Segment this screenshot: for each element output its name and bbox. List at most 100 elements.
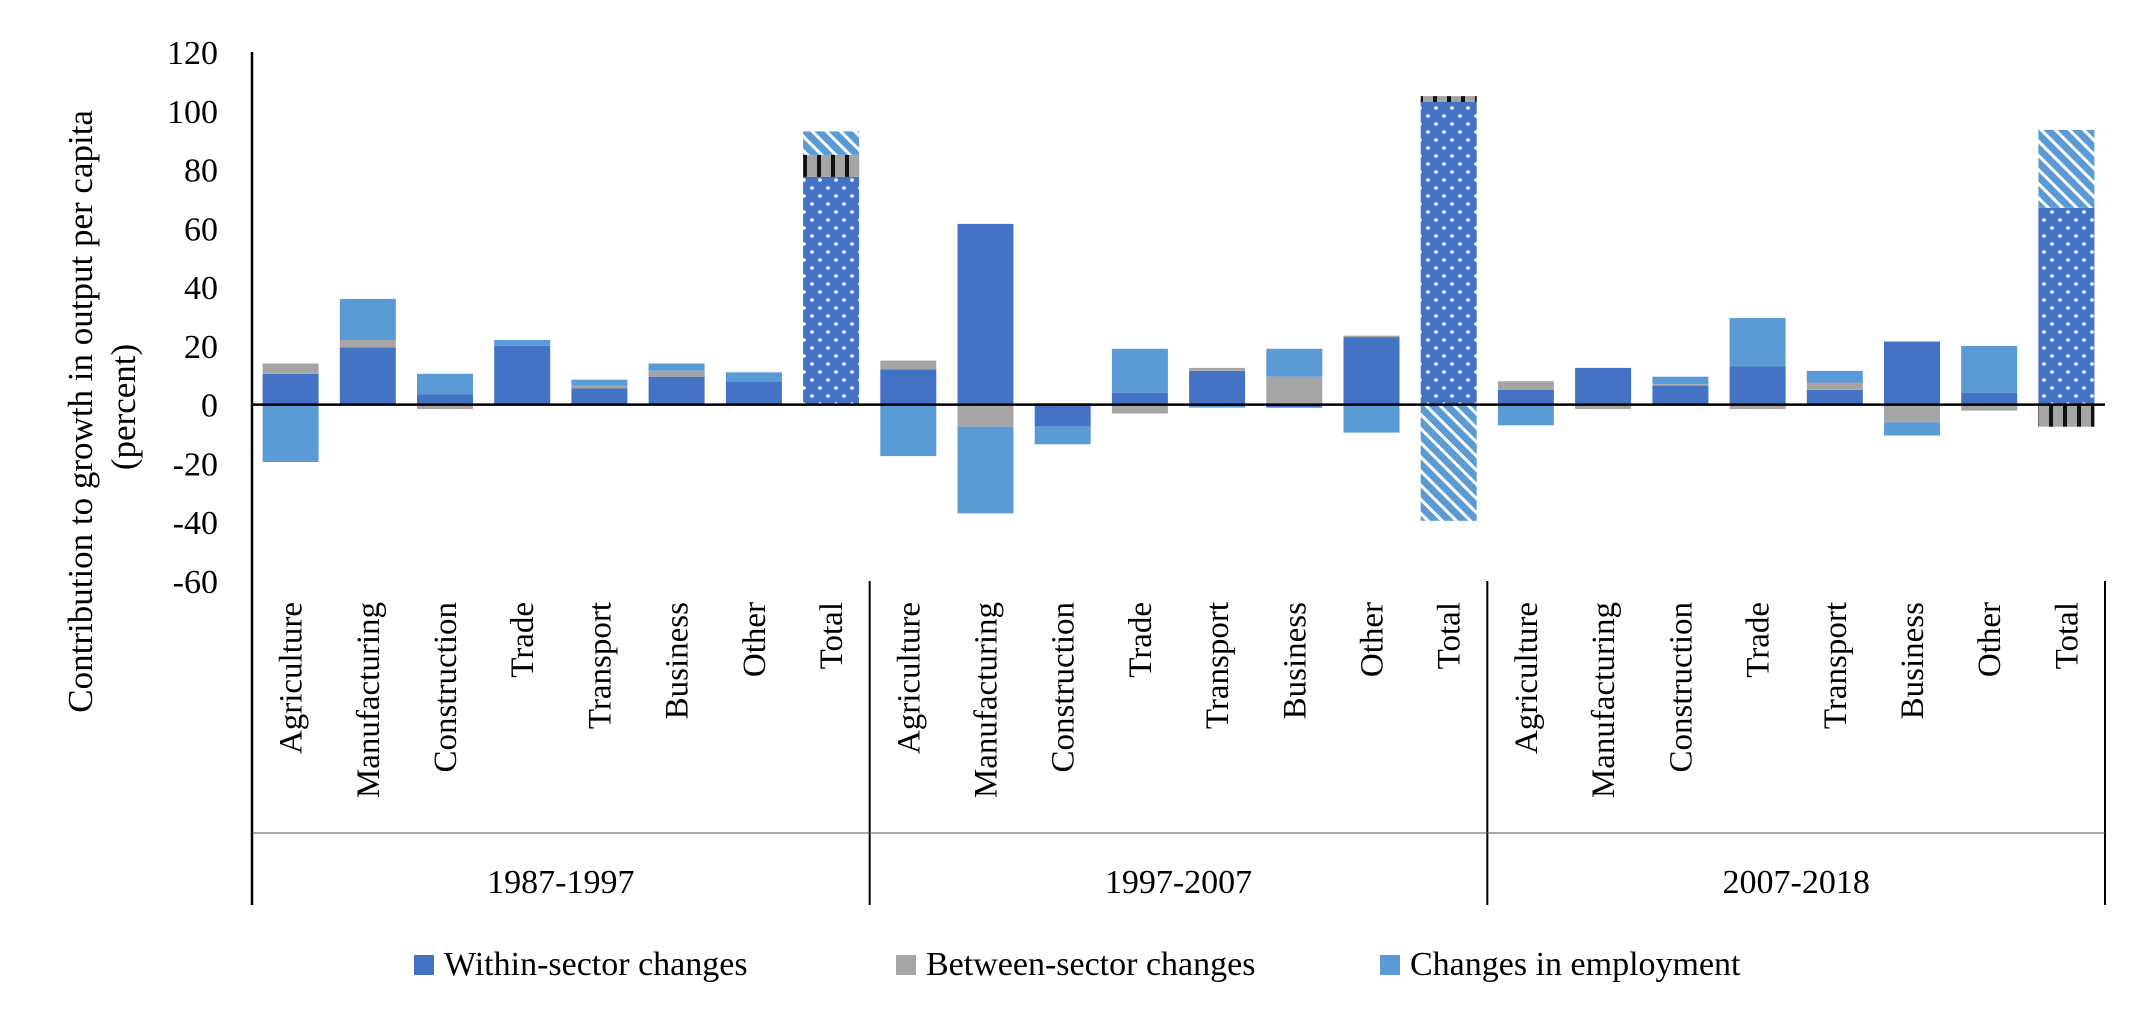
- x-category-label: Transport: [582, 602, 618, 729]
- x-category-label: Transport: [1200, 602, 1236, 729]
- bar-segment: [1729, 404, 1786, 410]
- bar-segment: [880, 404, 937, 457]
- bar-segment: [803, 176, 860, 405]
- x-category-label: Business: [1277, 602, 1313, 719]
- bar-segment: [1189, 367, 1246, 371]
- bar-segment: [262, 373, 319, 405]
- x-category-label: Trade: [1741, 602, 1777, 678]
- x-category-label: Construction: [428, 602, 464, 773]
- bar-segment: [1806, 370, 1863, 383]
- x-category-label: Construction: [1046, 602, 1082, 773]
- x-category-label: Agriculture: [891, 602, 927, 754]
- x-category-label: Manufacturing: [351, 602, 387, 798]
- x-axis-category-labels: Agriculture Manufacturing Construction Trad…: [274, 602, 2086, 798]
- bar-segment: [1652, 384, 1709, 386]
- x-period-label: 2007-2018: [1723, 864, 1870, 901]
- bar-segment: [1266, 376, 1323, 405]
- y-tick-label: 40: [184, 270, 218, 307]
- bar-segment: [1420, 404, 1477, 521]
- x-category-label: Manufacturing: [1586, 602, 1622, 798]
- bar-segment: [571, 379, 628, 386]
- x-category-label: Transport: [1818, 602, 1854, 729]
- bar-segment: [417, 394, 473, 405]
- x-category-label: Total: [2049, 602, 2085, 669]
- bar-segment: [957, 404, 1014, 427]
- bar-segment: [1111, 348, 1168, 393]
- bar-segment: [494, 340, 551, 346]
- bar-segment: [1497, 404, 1554, 426]
- x-category-label: Business: [1895, 602, 1931, 719]
- bar-segment: [1497, 390, 1554, 405]
- y-tick-label: 120: [167, 35, 218, 72]
- bar-segment: [880, 360, 937, 370]
- y-tick-label: 0: [201, 388, 218, 425]
- legend-item: Within-sector changes: [414, 946, 748, 983]
- x-category-label: Agriculture: [274, 602, 310, 754]
- y-tick-label: 100: [167, 94, 218, 131]
- legend: Within-sector changes Between-sector chan…: [414, 946, 1741, 983]
- x-category-label: Total: [1432, 602, 1468, 669]
- bar-segment: [1652, 385, 1709, 405]
- y-tick-label: -60: [173, 564, 218, 601]
- x-category-label: Trade: [505, 602, 541, 678]
- bar-segment: [2038, 129, 2095, 208]
- bar-segment: [1266, 404, 1323, 408]
- legend-item: Between-sector changes: [896, 946, 1255, 983]
- bar-segment: [803, 154, 860, 177]
- x-category-label: Other: [737, 602, 773, 677]
- bar-segment: [1420, 102, 1477, 405]
- bar-segment: [1806, 382, 1863, 390]
- y-tick-label: -20: [173, 446, 218, 483]
- x-category-label: Manufacturing: [969, 602, 1005, 798]
- bar-segment: [880, 369, 937, 405]
- bar-segment: [1884, 341, 1940, 405]
- bar-segment: [571, 388, 628, 405]
- bar-segment: [1420, 96, 1477, 102]
- y-tick-label: 60: [184, 211, 218, 248]
- bar-segment: [339, 347, 396, 405]
- legend-item: Changes in employment: [1380, 946, 1741, 983]
- bar-segment: [1189, 370, 1246, 405]
- legend-swatch: [896, 955, 916, 975]
- y-tick-label: 20: [184, 329, 218, 366]
- x-category-label: Trade: [1123, 602, 1159, 678]
- bar-segment: [957, 223, 1014, 405]
- x-axis-period-labels: 1987-1997 1997-2007 2007-2018: [487, 864, 1870, 901]
- legend-label: Within-sector changes: [444, 946, 748, 983]
- bar-segment: [2038, 404, 2095, 427]
- bar-segment: [803, 131, 860, 155]
- x-category-label: Other: [1355, 602, 1391, 677]
- bar-segment: [1884, 422, 1940, 436]
- bar-segment: [1884, 404, 1940, 423]
- bar-segment: [1034, 426, 1091, 445]
- bar-segment: [648, 376, 705, 405]
- bar-segment: [262, 404, 319, 462]
- bar-segment: [494, 345, 551, 405]
- bar-segment: [1652, 376, 1709, 384]
- bar-segment: [262, 363, 319, 374]
- bar-segment: [417, 404, 473, 410]
- x-period-label: 1997-2007: [1105, 864, 1252, 901]
- bar-segment: [1266, 348, 1323, 377]
- bar-segment: [1111, 404, 1168, 414]
- bar-segment: [1034, 404, 1091, 427]
- x-category-label: Business: [660, 602, 696, 719]
- bar-segment: [1806, 390, 1863, 405]
- bar-segment: [1111, 392, 1168, 405]
- bar-segment: [571, 385, 628, 389]
- bar-segment: [1575, 367, 1632, 405]
- x-period-label: 1987-1997: [487, 864, 634, 901]
- y-axis-ticks: -60 -40 -20 0 20 40 60 80 100 120: [167, 35, 218, 601]
- bar-segment: [1961, 404, 2018, 411]
- bar-segment: [1729, 366, 1786, 405]
- x-category-label: Total: [814, 602, 850, 669]
- bar-segment: [1189, 404, 1246, 408]
- legend-swatch: [1380, 955, 1400, 975]
- bar-segment: [1497, 381, 1554, 390]
- bar-segment: [1729, 318, 1786, 367]
- bar-segment: [725, 372, 782, 382]
- bar-segment: [648, 363, 705, 371]
- bar-segment: [339, 298, 396, 340]
- bar-segment: [648, 370, 705, 377]
